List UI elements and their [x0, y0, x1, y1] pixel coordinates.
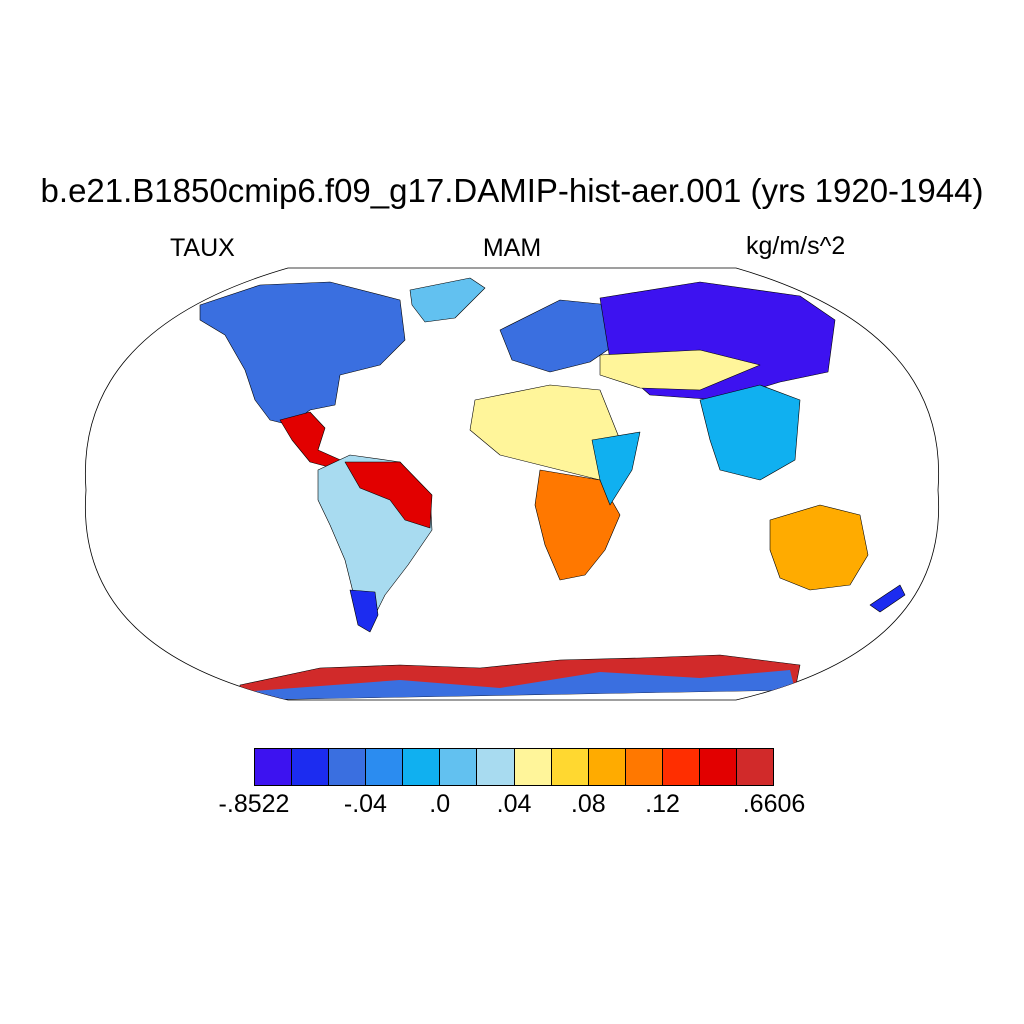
region-southeast-asia: [699, 384, 801, 481]
colorbar-swatch: [625, 749, 663, 785]
plot-title: b.e21.B1850cmip6.f09_g17.DAMIP-hist-aer.…: [40, 172, 984, 209]
colorbar-swatch: [662, 749, 700, 785]
colorbar-swatch: [551, 749, 589, 785]
region-australia: [769, 504, 869, 591]
colorbar-swatch: [292, 749, 330, 785]
season-label: MAM: [482, 234, 542, 262]
region-patagonia: [349, 589, 379, 633]
colorbar-swatch: [699, 749, 738, 785]
colorbar-swatch: [403, 749, 441, 785]
region-central-asia: [599, 349, 761, 391]
colorbar-tick-label: .6606: [742, 790, 806, 818]
colorbar-labels: -.8522 -.04 .0 .04 .08 .12 .6606: [0, 790, 1024, 824]
colorbar-swatch: [255, 749, 293, 785]
colorbar-tick-label: -.04: [343, 790, 387, 818]
region-amazon-east: [344, 461, 433, 529]
region-europe: [499, 299, 616, 373]
region-north-america: [199, 281, 406, 426]
colorbar-tick-label: .12: [645, 790, 680, 818]
colorbar-swatch: [588, 749, 626, 785]
colorbar-swatch: [440, 749, 478, 785]
colorbar-swatch: [366, 749, 404, 785]
region-new-zealand: [869, 584, 906, 613]
colorbar-swatch: [477, 749, 515, 785]
colorbar-swatch: [737, 749, 774, 785]
colorbar-tick-label: .04: [496, 790, 532, 818]
antarctica-blue-band: [240, 670, 795, 700]
units-label: kg/m/s^2: [746, 232, 846, 260]
region-east-africa: [591, 431, 641, 506]
colorbar: [254, 748, 774, 786]
colorbar-swatch: [514, 749, 552, 785]
colorbar-tick-label: -.8522: [218, 790, 290, 818]
colorbar-tick-label: .08: [570, 790, 606, 818]
variable-label: TAUX: [170, 234, 235, 262]
region-greenland: [409, 277, 486, 323]
colorbar-swatch: [329, 749, 367, 785]
colorbar-tick-label: .0: [429, 790, 451, 818]
